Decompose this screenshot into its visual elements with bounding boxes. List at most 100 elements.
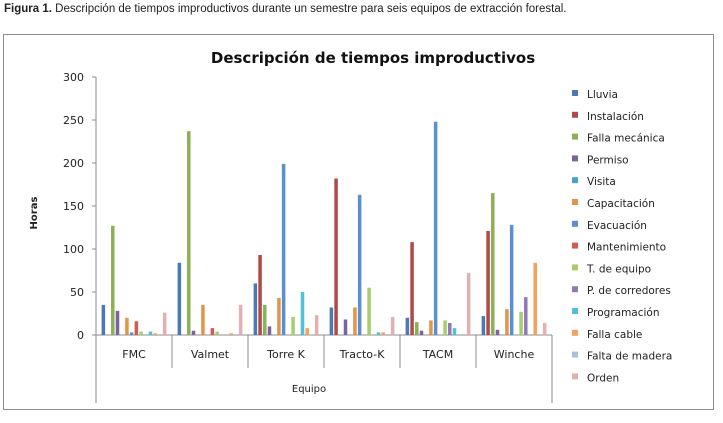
bar	[111, 225, 115, 335]
bar	[353, 307, 357, 335]
bar	[519, 311, 523, 335]
legend-label: T. de equipo	[586, 263, 651, 275]
legend-label: Permiso	[587, 154, 629, 166]
bar	[234, 334, 238, 335]
legend-label: Lluvia	[587, 89, 618, 101]
y-tick-label: 100	[63, 243, 84, 256]
bar	[448, 322, 452, 335]
bar	[381, 332, 385, 335]
bar	[305, 328, 309, 335]
bar	[329, 307, 334, 335]
bar	[390, 316, 395, 335]
bar	[542, 322, 547, 335]
bar	[253, 283, 258, 335]
bar	[419, 330, 424, 335]
legend-swatch	[572, 133, 578, 140]
bar	[101, 304, 106, 335]
bar	[153, 333, 157, 335]
bar	[277, 298, 281, 335]
legend-swatch	[572, 177, 578, 184]
bar	[191, 330, 196, 335]
bar	[405, 317, 410, 335]
legend-swatch	[572, 220, 578, 227]
legend-swatch	[572, 373, 578, 380]
bar	[177, 262, 182, 335]
bar	[115, 310, 120, 335]
legend-label: Capacitación	[587, 198, 655, 210]
legend-swatch	[572, 242, 578, 249]
legend-swatch	[572, 286, 578, 293]
bar	[367, 287, 371, 335]
legend-label: Falta de madera	[587, 351, 672, 363]
legend-label: Mantenimiento	[587, 242, 666, 254]
bar	[238, 304, 243, 335]
bar	[129, 332, 134, 335]
bar	[486, 230, 490, 335]
bar	[415, 322, 419, 335]
bar	[524, 297, 528, 335]
bar	[314, 315, 319, 335]
legend-swatch	[572, 264, 578, 271]
bar	[334, 178, 338, 335]
bar	[134, 321, 139, 335]
bar	[443, 320, 447, 335]
x-category-label: Torre K	[266, 348, 305, 361]
legend-label: Instalación	[587, 111, 644, 123]
legend-swatch	[572, 308, 578, 314]
legend-label: Orden	[587, 372, 619, 384]
bar	[291, 316, 295, 335]
bar	[187, 131, 191, 335]
y-tick-label: 0	[77, 329, 84, 342]
legend-label: Falla cable	[587, 329, 642, 341]
x-category-label: Tracto-K	[339, 348, 386, 361]
y-tick-label: 50	[70, 286, 84, 299]
legend-label: Evacuación	[587, 220, 647, 232]
bar	[267, 326, 272, 335]
legend-swatch	[572, 155, 578, 162]
legend-swatch	[572, 111, 578, 118]
legend-swatch	[572, 329, 578, 336]
legend-swatch	[572, 90, 578, 96]
x-axis-label: Equipo	[292, 384, 326, 395]
bar	[533, 262, 537, 335]
bar	[263, 304, 267, 335]
bar	[495, 329, 500, 335]
y-tick-label: 250	[63, 114, 84, 127]
chart-area: Descripción de tiempos improductivos Hor…	[3, 34, 714, 410]
bar	[509, 224, 514, 335]
x-category-label: Winche	[494, 348, 535, 361]
bars	[101, 121, 547, 335]
legend-label: Falla mecánica	[587, 133, 665, 145]
bar	[125, 317, 129, 335]
bar	[281, 163, 286, 335]
bar	[210, 328, 215, 335]
bar	[148, 331, 153, 335]
bar-chart: Descripción de tiempos improductivos Hor…	[29, 49, 672, 403]
legend-label: Visita	[587, 176, 616, 188]
x-category-label: TACM	[422, 348, 453, 361]
bar	[201, 304, 205, 335]
legend-swatch	[572, 199, 578, 205]
axes: 0 50 100 150 200 250 300 FMC Valmet Torre K Tracto…	[63, 71, 553, 403]
bar	[452, 328, 457, 335]
x-category-label: Valmet	[191, 348, 230, 361]
bar	[258, 255, 262, 335]
bar	[139, 331, 143, 335]
y-axis-label: Horas	[29, 197, 40, 230]
bar	[300, 292, 305, 335]
bar	[433, 121, 438, 335]
bar	[357, 194, 362, 335]
bar	[162, 312, 167, 335]
figure-caption: Figura 1. Descripción de tiempos improdu…	[4, 3, 567, 15]
bar	[376, 332, 381, 335]
bar	[410, 242, 414, 335]
legend: Lluvia Instalación Falla mecánica Permiso Vi…	[572, 89, 672, 384]
y-tick-label: 200	[63, 157, 84, 170]
bar	[215, 331, 219, 335]
y-tick-label: 300	[63, 71, 84, 84]
x-category-label: FMC	[122, 348, 146, 361]
bar	[229, 333, 233, 335]
legend-swatch	[572, 351, 578, 358]
y-tick-label: 150	[63, 200, 84, 213]
bar	[481, 316, 486, 335]
